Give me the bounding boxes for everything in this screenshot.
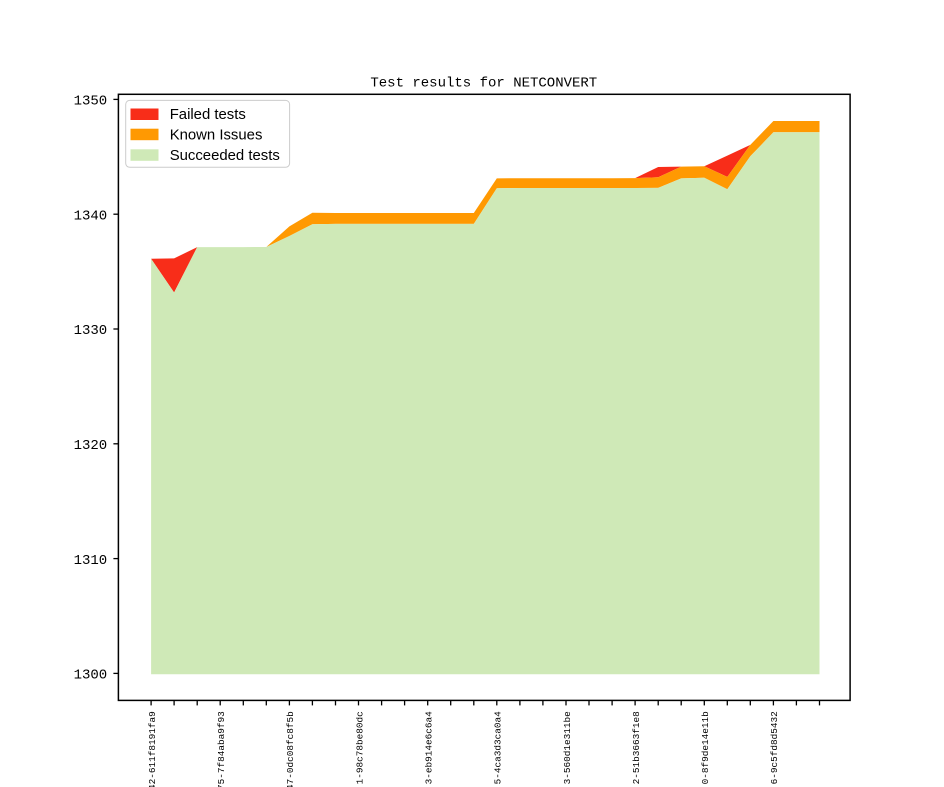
svg-text:6-9c5fd8d5432: 6-9c5fd8d5432	[769, 711, 780, 784]
svg-text:5-4ca3d3ca0a4: 5-4ca3d3ca0a4	[493, 711, 504, 785]
svg-text:Failed tests: Failed tests	[170, 107, 246, 123]
svg-text:1320: 1320	[74, 438, 108, 454]
svg-text:75-7f84aba9f93: 75-7f84aba9f93	[216, 711, 227, 787]
svg-text:Succeeded tests: Succeeded tests	[170, 148, 280, 164]
svg-text:Test results for NETCONVERT: Test results for NETCONVERT	[370, 76, 597, 92]
svg-text:1330: 1330	[74, 323, 108, 339]
svg-text:Known Issues: Known Issues	[170, 127, 263, 143]
svg-text:3-eb914e6c6a4: 3-eb914e6c6a4	[424, 711, 435, 785]
svg-text:1340: 1340	[74, 208, 108, 224]
svg-text:1310: 1310	[74, 553, 108, 569]
svg-text:1350: 1350	[74, 94, 108, 110]
svg-text:47-0dc08fc8f5b: 47-0dc08fc8f5b	[285, 711, 296, 787]
svg-text:42-611f8191fa9: 42-611f8191fa9	[147, 711, 158, 787]
svg-text:1300: 1300	[74, 668, 108, 684]
svg-text:0-8f9de14e11b: 0-8f9de14e11b	[700, 711, 711, 784]
svg-text:1-98c78be80dc: 1-98c78be80dc	[354, 711, 365, 784]
svg-text:3-560d1e311be: 3-560d1e311be	[562, 711, 573, 785]
svg-text:2-51b3663f1e8: 2-51b3663f1e8	[631, 711, 642, 785]
